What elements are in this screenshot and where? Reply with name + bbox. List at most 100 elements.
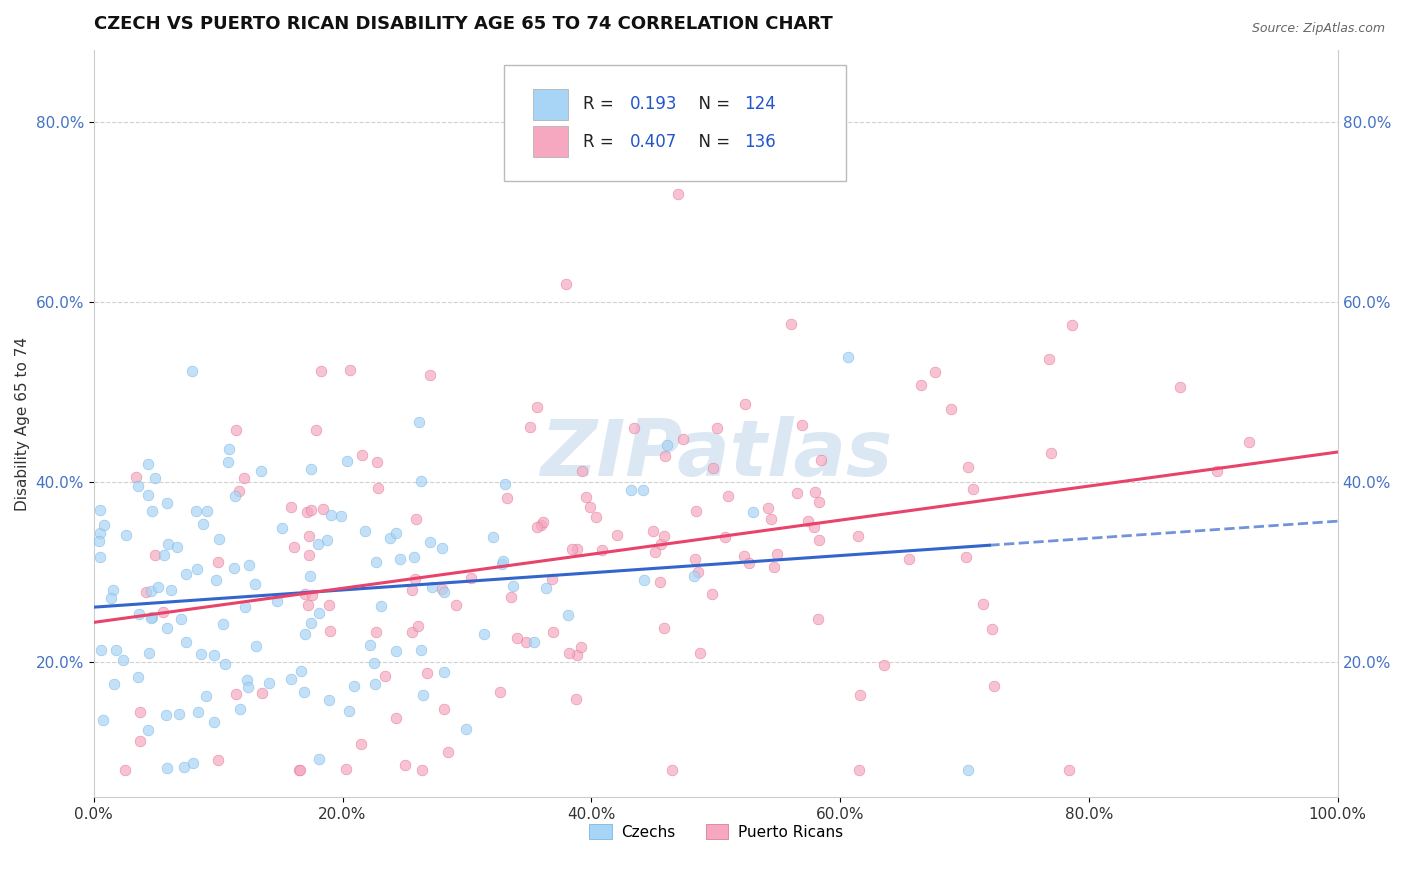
Point (89, 502, 111, 516)
Point (299, 462, 322, 476)
Point (292, 685, 315, 699)
Point (631, 483, 654, 498)
Text: 0.407: 0.407 (630, 133, 678, 151)
Point (633, 573, 655, 587)
Point (337, 704, 360, 718)
Point (666, 186, 689, 201)
Point (571, 640, 593, 654)
Point (128, 734, 150, 748)
Point (579, 500, 602, 514)
Point (128, 607, 150, 622)
Point (1038, 352, 1060, 367)
Point (294, 627, 316, 641)
Point (202, 714, 225, 729)
Point (741, 505, 763, 519)
Point (187, 705, 209, 719)
Point (245, 577, 267, 591)
Text: ZIPatlas: ZIPatlas (540, 416, 891, 491)
Point (366, 625, 388, 640)
Point (685, 551, 707, 566)
Point (541, 624, 564, 639)
Point (409, 474, 432, 488)
Point (714, 531, 737, 545)
Point (565, 542, 588, 557)
Y-axis label: Disability Age 65 to 74: Disability Age 65 to 74 (15, 336, 30, 510)
Point (482, 530, 505, 544)
Point (734, 397, 756, 411)
Point (204, 574, 226, 588)
Point (384, 525, 406, 540)
Point (585, 510, 607, 524)
Point (233, 471, 256, 485)
Point (530, 517, 553, 532)
Point (228, 484, 250, 499)
Point (561, 541, 583, 556)
Point (810, 453, 832, 467)
Point (173, 760, 195, 774)
FancyBboxPatch shape (533, 126, 568, 158)
Point (700, 586, 723, 600)
Point (174, 567, 197, 582)
Point (93, 517, 115, 532)
Point (181, 756, 204, 770)
Point (437, 745, 460, 759)
Point (318, 599, 340, 613)
Point (224, 489, 246, 503)
Point (298, 548, 321, 562)
Text: CZECH VS PUERTO RICAN DISABILITY AGE 65 TO 74 CORRELATION CHART: CZECH VS PUERTO RICAN DISABILITY AGE 65 … (94, 15, 832, 33)
Point (211, 616, 233, 631)
Point (519, 420, 541, 434)
Point (536, 581, 558, 595)
Point (683, 568, 706, 582)
Point (319, 508, 342, 523)
Point (363, 677, 385, 691)
FancyBboxPatch shape (505, 65, 846, 181)
Point (433, 702, 456, 716)
Point (849, 688, 872, 702)
Point (557, 608, 579, 623)
Point (222, 561, 245, 575)
Point (295, 505, 318, 519)
Point (492, 554, 515, 568)
Point (229, 702, 252, 716)
Point (288, 764, 311, 778)
Point (350, 448, 373, 462)
Point (672, 432, 695, 446)
Point (404, 572, 426, 586)
Point (846, 528, 869, 542)
Point (910, 378, 932, 392)
Point (641, 524, 664, 538)
Point (170, 612, 193, 626)
Point (541, 572, 564, 586)
Point (249, 464, 271, 478)
Point (114, 764, 136, 778)
Point (419, 368, 441, 382)
Point (494, 476, 516, 491)
Point (245, 639, 267, 653)
Point (873, 657, 896, 672)
Point (280, 500, 302, 514)
Point (526, 520, 548, 534)
Point (522, 634, 544, 648)
Point (501, 591, 523, 605)
Point (1057, 764, 1080, 778)
Point (105, 643, 128, 657)
Point (271, 521, 294, 535)
Point (394, 758, 416, 772)
Point (195, 504, 218, 518)
Text: R =: R = (582, 133, 619, 151)
Point (565, 648, 588, 662)
Point (420, 580, 443, 594)
Point (359, 638, 381, 652)
Point (225, 687, 247, 701)
Point (160, 583, 183, 598)
Point (446, 598, 468, 612)
Point (650, 537, 672, 551)
Point (308, 751, 330, 765)
Point (401, 624, 423, 639)
Text: N =: N = (689, 133, 735, 151)
Point (250, 685, 273, 699)
Point (962, 482, 984, 496)
Point (981, 622, 1004, 636)
Point (141, 504, 163, 518)
